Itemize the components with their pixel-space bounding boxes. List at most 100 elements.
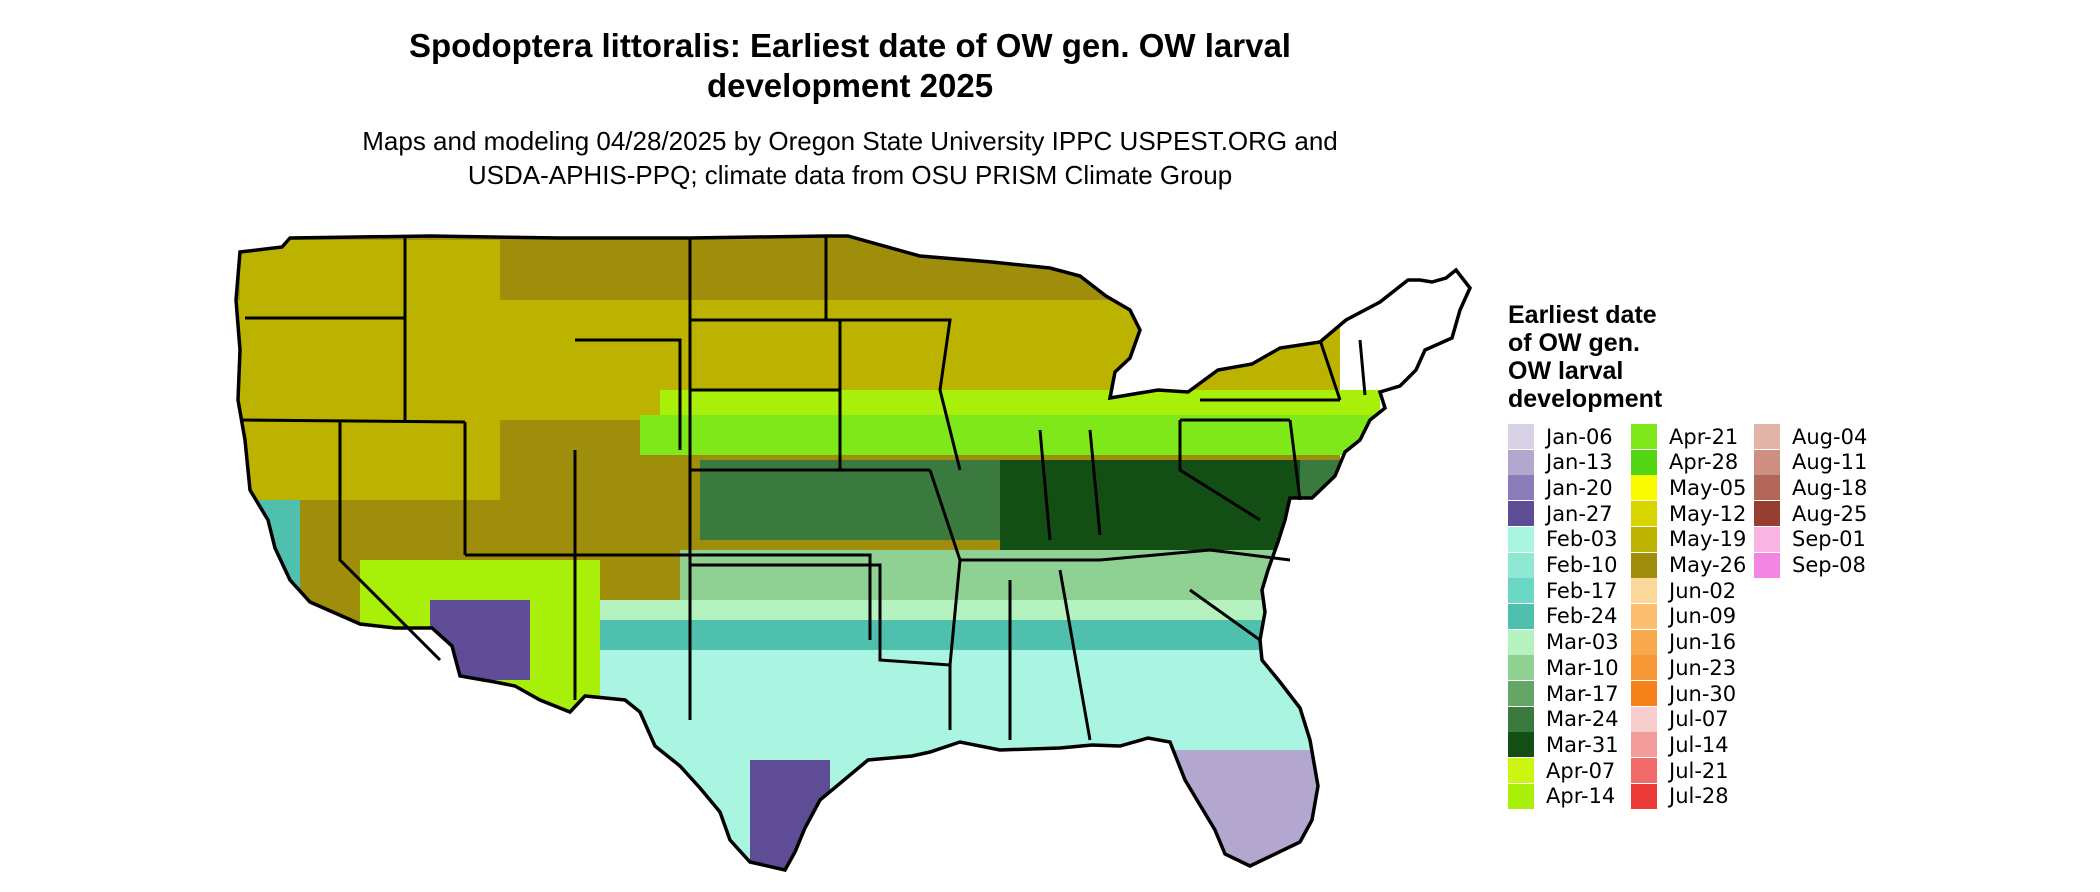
legend-swatch [1631,783,1657,809]
legend-label: Jul-07 [1669,707,1729,732]
legend-item: Feb-10 [1508,552,1618,578]
legend-label: Sep-08 [1792,553,1866,577]
chart-subtitle-line-2: USDA-APHIS-PPQ; climate data from OSU PR… [467,160,1233,190]
legend-swatch [1508,681,1534,706]
legend-label: May-12 [1669,501,1747,526]
legend-label: Mar-17 [1546,681,1619,706]
legend-title-line-2: of OW gen. [1508,329,1640,357]
legend-swatch [1508,629,1534,655]
legend-swatch [1508,732,1534,758]
legend-swatch [1631,629,1657,655]
legend-swatch [1631,501,1657,527]
legend-swatch [1754,475,1780,501]
legend-label: Mar-31 [1546,732,1619,757]
band-northwest [240,240,500,500]
legend-item: Sep-08 [1754,552,1866,578]
legend-swatch [1508,603,1534,629]
legend-swatch [1631,732,1657,758]
legend-label: Apr-14 [1546,784,1616,809]
legend-label: Feb-03 [1546,527,1618,552]
legend-label: Mar-03 [1546,630,1619,655]
legend-label: Mar-24 [1546,707,1619,732]
legend-item: Jun-23 [1631,655,1737,681]
legend-swatch [1754,552,1780,578]
legend-label: Jun-23 [1669,655,1737,680]
legend-swatch [1508,655,1534,681]
legend-swatch [1508,449,1534,475]
legend-item: Jul-07 [1631,706,1729,732]
legend-label: May-05 [1669,475,1747,500]
legend-item: Mar-03 [1508,629,1619,655]
legend-swatch [1631,424,1657,449]
legend-swatch [1508,758,1534,784]
legend-swatch [1631,655,1657,681]
legend-item: Jan-20 [1508,475,1613,501]
legend-item: Jan-06 [1508,424,1613,449]
legend-item: Apr-28 [1631,449,1739,475]
legend-swatch [1631,681,1657,706]
legend-label: Jun-02 [1669,578,1737,603]
legend-swatch [1631,578,1657,604]
legend-label: Feb-10 [1546,553,1618,577]
legend-swatch [1508,552,1534,578]
legend-swatch [1508,501,1534,527]
legend-label: Apr-07 [1546,758,1616,783]
legend-item: Aug-04 [1754,424,1867,449]
legend-swatch [1631,706,1657,732]
legend-label: Jul-14 [1669,732,1729,757]
legend-item: Jan-13 [1508,449,1613,475]
band-florida [1120,750,1320,870]
legend-swatch [1508,424,1534,449]
legend-label: Jun-09 [1669,604,1737,629]
legend-swatch [1754,424,1780,449]
legend-item: Sep-01 [1754,526,1866,552]
legend-item: Mar-17 [1508,681,1619,706]
state-borders [239,236,1367,741]
band-apr-21 [640,415,1380,455]
legend-item: Mar-24 [1508,706,1619,732]
legend-swatch [1631,449,1657,475]
legend-swatch [1631,552,1657,578]
legend-swatch [1508,526,1534,552]
legend-swatch [1631,526,1657,552]
legend-label: Jun-30 [1669,681,1737,706]
legend-item: Jun-02 [1631,578,1737,604]
legend-label: Aug-04 [1792,424,1868,449]
legend-swatch [1631,758,1657,784]
legend-label: Jul-21 [1669,758,1729,783]
legend-item: Apr-21 [1631,424,1738,449]
legend-item: Jun-09 [1631,603,1737,629]
legend-item: Jul-21 [1631,758,1729,784]
legend-label: Apr-21 [1669,424,1739,449]
legend-item: Jun-16 [1631,629,1736,655]
legend-label: Jan-06 [1546,424,1613,449]
legend-item: Feb-03 [1508,526,1618,552]
legend-item: Apr-07 [1508,758,1616,784]
legend-item: Aug-11 [1754,449,1868,475]
legend-item: Jan-27 [1508,501,1613,527]
legend-title-line-3: OW larval [1508,357,1624,385]
legend-swatch [1508,475,1534,501]
legend-item: Jul-28 [1631,783,1729,809]
legend-title-line-1: Earliest date [1508,301,1657,329]
legend-label: Mar-10 [1546,655,1619,680]
legend-label: Jul-28 [1669,784,1729,809]
legend-item: Jul-14 [1631,732,1729,758]
legend-item: Aug-25 [1754,501,1867,527]
chart-title-line-2: development 2025 [706,67,994,104]
band-california-coast [240,500,300,620]
band-south-texas [750,760,830,870]
legend-item: Feb-17 [1508,578,1617,604]
legend-swatch [1754,449,1780,475]
legend-swatch [1631,475,1657,501]
legend-title: Earliest date of OW gen. OW larval devel… [1508,301,1662,413]
legend-label: Sep-01 [1792,527,1866,552]
legend-label: Apr-28 [1669,450,1739,475]
legend-item: Mar-31 [1508,732,1619,758]
chart-title-line-1: Spodoptera littoralis: Earliest date of … [409,27,1291,64]
legend-label: Jan-20 [1546,475,1613,500]
us-outline [234,234,1473,872]
legend-label: May-26 [1669,553,1747,577]
legend-label: Aug-11 [1792,450,1868,475]
